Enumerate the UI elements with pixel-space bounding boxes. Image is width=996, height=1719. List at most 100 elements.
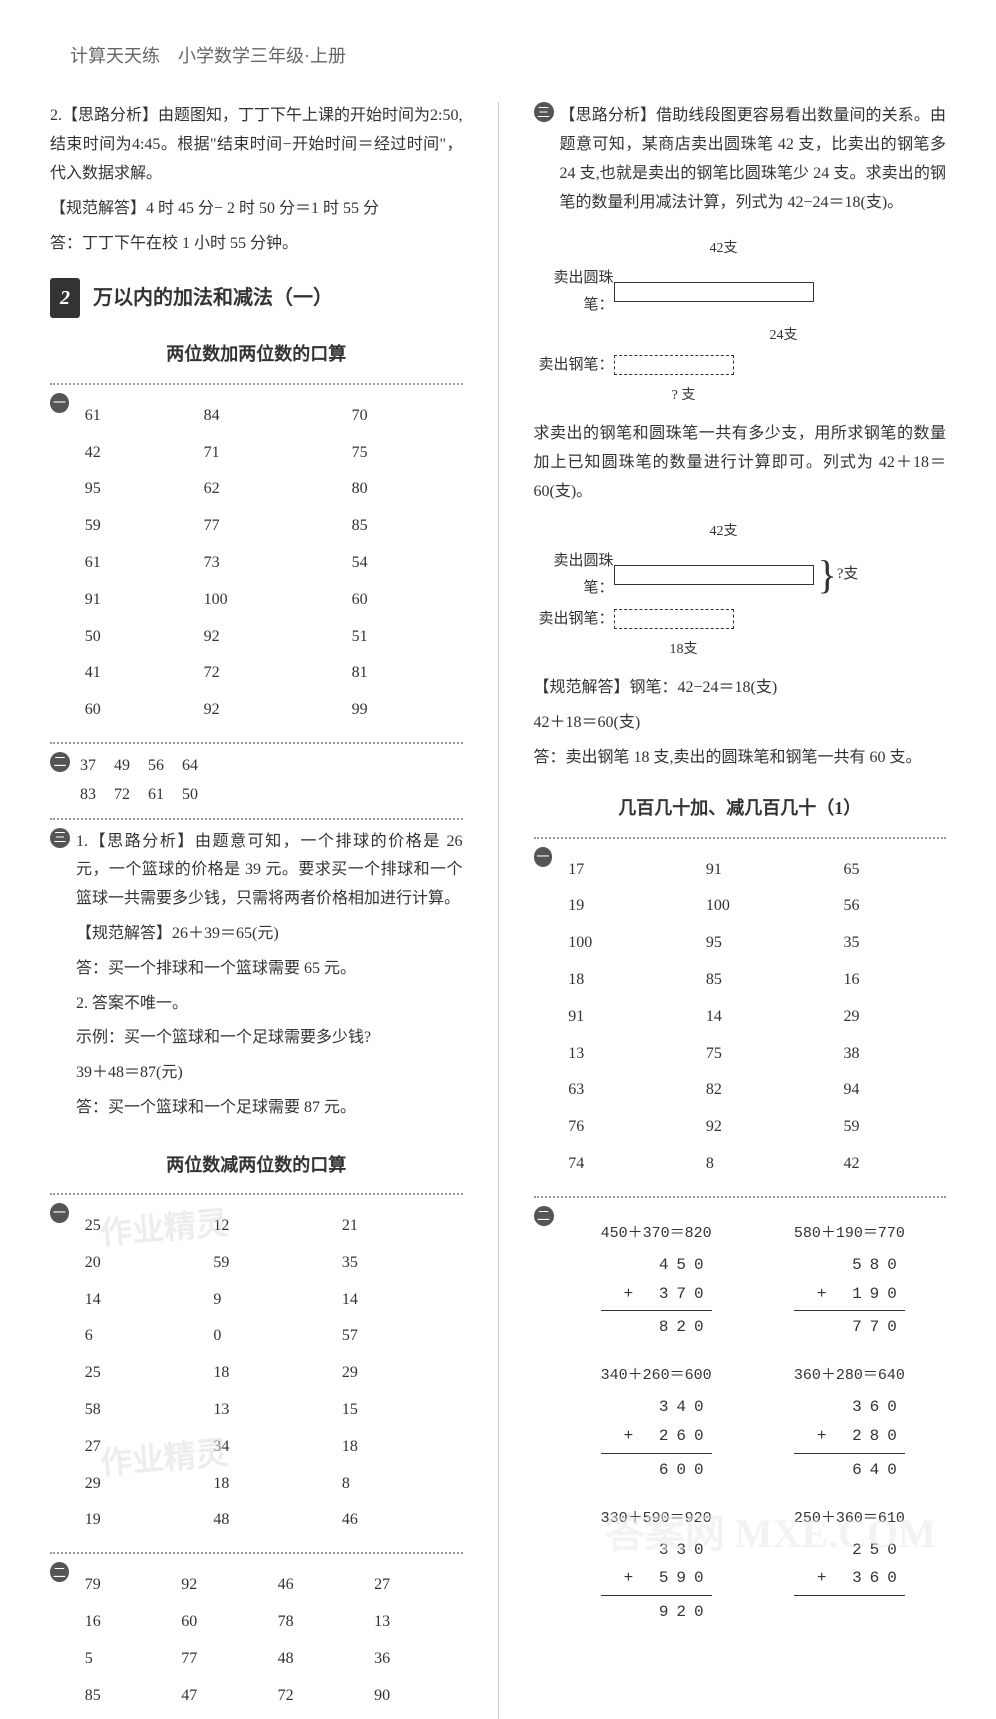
d2-top: 42支 — [624, 519, 824, 544]
divider — [50, 1552, 463, 1554]
table-cell: 29 — [334, 1356, 461, 1391]
calc-container: 450＋370＝820450+ 370820580＋190＝770580+ 19… — [560, 1206, 947, 1641]
d1-bot: 24支 — [744, 323, 824, 348]
table-cell: 27 — [366, 1568, 460, 1603]
q3-l5: 示例：买一个篮球和一个足球需要多少钱? — [76, 1024, 463, 1053]
table-cell: 29 — [835, 1000, 944, 1035]
table-cell: 50 — [77, 620, 194, 655]
table-cell: 58 — [77, 1393, 204, 1428]
table-cell: 8 — [334, 1467, 461, 1502]
num-value: 50 — [182, 781, 198, 810]
table-cell: 62 — [196, 472, 342, 507]
table-cell: 84 — [196, 399, 342, 434]
table-cell: 95 — [698, 926, 834, 961]
table-cell: 81 — [344, 656, 461, 691]
column-divider — [498, 102, 499, 1719]
section1-title: 两位数加两位数的口算 — [50, 338, 463, 370]
table-cell: 72 — [196, 656, 342, 691]
table-cell: 80 — [344, 472, 461, 507]
page-header: 计算天天练 小学数学三年级·上册 — [50, 40, 946, 72]
table-cell: 46 — [270, 1568, 364, 1603]
table-cell: 42 — [77, 436, 194, 471]
num-value: 56 — [148, 752, 164, 781]
table-cell: 82 — [698, 1073, 834, 1108]
calc-block: 250＋360＝610250+ 360 — [794, 1505, 905, 1627]
table-cell: 15 — [334, 1393, 461, 1428]
divider — [50, 742, 463, 744]
table-cell: 46 — [334, 1503, 461, 1538]
table-cell: 6 — [77, 1319, 204, 1354]
table-cell: 74 — [560, 1147, 696, 1182]
table-cell: 17 — [560, 853, 696, 888]
table-cell: 90 — [366, 1679, 460, 1714]
num-value: 61 — [148, 781, 164, 810]
bullet-icon: 三 — [50, 828, 70, 848]
table-cell: 57 — [334, 1319, 461, 1354]
bullet-icon: 二 — [50, 1562, 69, 1582]
table-cell: 13 — [366, 1605, 460, 1640]
section2-title: 两位数减两位数的口算 — [50, 1149, 463, 1181]
q3-l3: 答：买一个排球和一个篮球需要 65 元。 — [76, 955, 463, 984]
table-cell: 100 — [196, 583, 342, 618]
table-cell: 70 — [344, 399, 461, 434]
chapter-title: 2 万以内的加法和减法（一） — [50, 278, 463, 318]
q3-l4: 2. 答案不唯一。 — [76, 990, 463, 1019]
table-cell: 77 — [173, 1642, 267, 1677]
table-cell: 34 — [205, 1430, 332, 1465]
main-columns: 2.【思路分析】由题图知，丁丁下午上课的开始时间为2:50,结束时间为4:45。… — [50, 102, 946, 1719]
divider — [534, 1196, 947, 1198]
d1-r2-label: 卖出钢笔： — [534, 352, 614, 379]
table-cell: 100 — [560, 926, 696, 961]
table-cell: 85 — [344, 509, 461, 544]
table-cell: 100 — [698, 889, 834, 924]
table-cell: 59 — [205, 1246, 332, 1281]
table-cell: 47 — [173, 1679, 267, 1714]
q3-l2: 【规范解答】26＋39＝65(元) — [76, 920, 463, 949]
d2-r1-label: 卖出圆珠笔： — [534, 548, 614, 602]
table-cell: 12 — [205, 1209, 332, 1244]
r-ans1: 【规范解答】钢笔：42−24＝18(支) — [534, 674, 947, 703]
table-cell: 75 — [344, 436, 461, 471]
table-cell: 95 — [77, 472, 194, 507]
table-cell: 91 — [560, 1000, 696, 1035]
diagram1: 42支 卖出圆珠笔： 24支 卖出钢笔： ? 支 — [534, 236, 947, 409]
table-cell: 18 — [560, 963, 696, 998]
table-cell: 48 — [205, 1503, 332, 1538]
bullet-icon: 二 — [50, 752, 70, 772]
table-cell: 91 — [698, 853, 834, 888]
table-cell: 20 — [77, 1246, 204, 1281]
calc-block: 330＋590＝920330+ 590920 — [601, 1505, 712, 1627]
calc-block: 340＋260＝600340+ 260600 — [601, 1362, 712, 1484]
num-value: 83 — [80, 781, 96, 810]
table-cell: 92 — [196, 693, 342, 728]
d1-bar2 — [614, 355, 734, 375]
table-cell: 59 — [77, 509, 194, 544]
table-cell: 91 — [77, 583, 194, 618]
brace-icon: } — [818, 563, 837, 587]
diagram2: 42支 卖出圆珠笔： } ?支 卖出钢笔： 18支 — [534, 519, 947, 662]
num-value: 37 — [80, 752, 96, 781]
table-cell: 18 — [205, 1467, 332, 1502]
table-cell: 48 — [270, 1642, 364, 1677]
table-cell: 19 — [77, 1503, 204, 1538]
table-cell: 8 — [698, 1147, 834, 1182]
table-cell: 72 — [270, 1679, 364, 1714]
table-cell: 75 — [698, 1037, 834, 1072]
table-cell: 38 — [835, 1037, 944, 1072]
chapter-text: 万以内的加法和减法（一） — [93, 287, 333, 309]
divider — [534, 837, 947, 839]
num-value: 72 — [114, 781, 130, 810]
row2b: 83 72 61 50 — [76, 781, 198, 810]
table1: 6184704271759562805977856173549110060509… — [75, 397, 463, 730]
table-cell: 61 — [77, 399, 194, 434]
d1-bar1 — [614, 282, 814, 302]
divider — [50, 383, 463, 385]
table-cell: 59 — [835, 1110, 944, 1145]
table-cell: 21 — [334, 1209, 461, 1244]
table-cell: 56 — [835, 889, 944, 924]
table-cell: 35 — [835, 926, 944, 961]
table-cell: 9 — [205, 1283, 332, 1318]
q3-l1: 1.【思路分析】由题意可知，一个排球的价格是 26 元，一个篮球的价格是 39 … — [76, 828, 463, 914]
table-cell: 29 — [77, 1467, 204, 1502]
table-cell: 0 — [205, 1319, 332, 1354]
